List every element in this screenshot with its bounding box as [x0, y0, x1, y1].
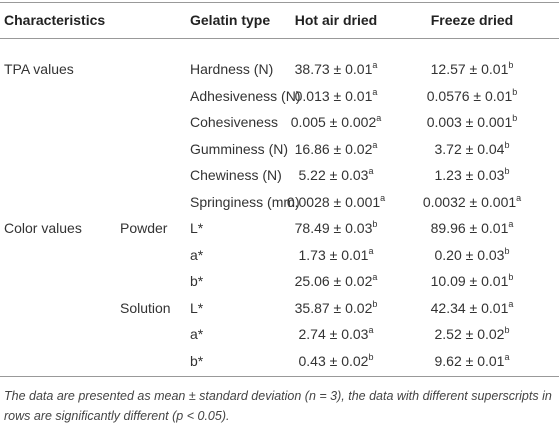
value: 89.96 ± 0.01	[430, 220, 509, 236]
hot-air-value: 0.013 ± 0.01a	[294, 86, 378, 104]
superscript: a	[372, 272, 378, 282]
value: 12.57 ± 0.01	[430, 61, 509, 77]
superscript: a	[508, 219, 514, 229]
row-label: Cohesiveness	[190, 114, 278, 130]
superscript: b	[504, 325, 510, 335]
freeze-value: 0.003 ± 0.001b	[426, 113, 518, 131]
header-cell: Hot air dried	[294, 12, 378, 28]
freeze-value: 9.62 ± 0.01a	[434, 351, 510, 369]
superscript: b	[512, 113, 518, 123]
group-label: TPA values	[4, 61, 74, 77]
superscript: b	[504, 245, 510, 256]
freeze-value: 2.52 ± 0.02b	[434, 325, 510, 343]
freeze-value: 0.0576 ± 0.01b	[426, 86, 518, 104]
value: 9.62 ± 0.01	[434, 352, 505, 369]
value: 0.013 ± 0.01	[294, 87, 373, 104]
hot-air-value: 0.005 ± 0.002a	[290, 113, 382, 131]
hot-air-value: 1.73 ± 0.01a	[298, 245, 374, 263]
value: 38.73 ± 0.01	[294, 61, 373, 77]
row-label: Hardness (N)	[190, 61, 274, 77]
header-cell: Gelatin type	[190, 12, 271, 28]
value: 0.43 ± 0.02	[298, 352, 369, 369]
superscript: b	[512, 86, 518, 97]
value: 0.0576 ± 0.01	[426, 87, 513, 104]
hot-air-value: 5.22 ± 0.03a	[298, 166, 374, 184]
value: 1.73 ± 0.01	[298, 246, 369, 263]
row-label: a*	[190, 246, 204, 263]
superscript: a	[372, 139, 378, 150]
value: 3.72 ± 0.04	[434, 140, 505, 157]
value: 5.22 ± 0.03	[298, 167, 369, 183]
value: 42.34 ± 0.01	[430, 299, 509, 316]
superscript: b	[368, 351, 374, 362]
superscript: b	[504, 166, 510, 176]
value: 78.49 ± 0.03	[294, 220, 373, 236]
value: 0.0028 ± 0.001	[286, 193, 381, 210]
row-label: Adhesiveness (N)	[190, 87, 301, 104]
superscript: b	[508, 60, 514, 70]
row-label: L*	[190, 299, 204, 316]
subgroup-label: Solution	[120, 299, 171, 316]
freeze-value: 89.96 ± 0.01a	[430, 219, 514, 237]
superscript: b	[372, 219, 378, 229]
row-label: b*	[190, 273, 204, 289]
value: 2.52 ± 0.02	[434, 326, 505, 342]
header-rule	[0, 38, 559, 39]
freeze-value: 0.20 ± 0.03b	[434, 245, 510, 263]
superscript: a	[508, 298, 514, 309]
value: 0.20 ± 0.03	[434, 246, 505, 263]
hot-air-value: 38.73 ± 0.01a	[294, 60, 378, 78]
value: 0.0032 ± 0.001	[422, 193, 517, 210]
superscript: b	[372, 298, 378, 309]
top-rule	[0, 2, 559, 3]
superscript: a	[376, 113, 382, 123]
hot-air-value: 78.49 ± 0.03b	[294, 219, 378, 237]
hot-air-value: 2.74 ± 0.03a	[298, 325, 374, 343]
value: 35.87 ± 0.02	[294, 299, 373, 316]
row-label: Springiness (mm)	[190, 193, 300, 210]
row-label: b*	[190, 352, 204, 369]
value: 16.86 ± 0.02	[294, 140, 373, 157]
superscript: a	[372, 86, 378, 97]
superscript: a	[372, 60, 378, 70]
row-label: L*	[190, 220, 204, 236]
superscript: a	[516, 192, 522, 203]
superscript: b	[508, 272, 514, 282]
value: 0.005 ± 0.002	[290, 114, 377, 130]
hot-air-value: 16.86 ± 0.02a	[294, 139, 378, 157]
value: 10.09 ± 0.01	[430, 273, 509, 289]
hot-air-value: 0.43 ± 0.02b	[298, 351, 374, 369]
superscript: a	[380, 192, 386, 203]
subgroup-label: Powder	[120, 220, 168, 236]
freeze-value: 1.23 ± 0.03b	[434, 166, 510, 184]
footnote: The data are presented as mean ± standar…	[4, 389, 552, 423]
freeze-value: 0.0032 ± 0.001a	[422, 192, 522, 210]
row-label: Chewiness (N)	[190, 167, 282, 183]
value: 0.003 ± 0.001	[426, 114, 513, 130]
header-cell: Freeze dried	[430, 12, 514, 28]
hot-air-value: 35.87 ± 0.02b	[294, 298, 378, 316]
freeze-value: 42.34 ± 0.01a	[430, 298, 514, 316]
header-cell: Characteristics	[4, 12, 106, 28]
row-label: a*	[190, 326, 204, 342]
freeze-value: 3.72 ± 0.04b	[434, 139, 510, 157]
hot-air-value: 25.06 ± 0.02a	[294, 272, 378, 290]
row-label: Gumminess (N)	[190, 140, 289, 157]
group-label: Color values	[4, 220, 82, 236]
value: 25.06 ± 0.02	[294, 273, 373, 289]
value: 1.23 ± 0.03	[434, 167, 505, 183]
freeze-value: 10.09 ± 0.01b	[430, 272, 514, 290]
superscript: a	[368, 166, 374, 176]
superscript: a	[504, 351, 510, 362]
superscript: a	[368, 245, 374, 256]
hot-air-value: 0.0028 ± 0.001a	[286, 192, 386, 210]
superscript: b	[504, 139, 510, 150]
bottom-rule	[0, 376, 559, 377]
freeze-value: 12.57 ± 0.01b	[430, 60, 514, 78]
value: 2.74 ± 0.03	[298, 326, 369, 342]
superscript: a	[368, 325, 374, 335]
